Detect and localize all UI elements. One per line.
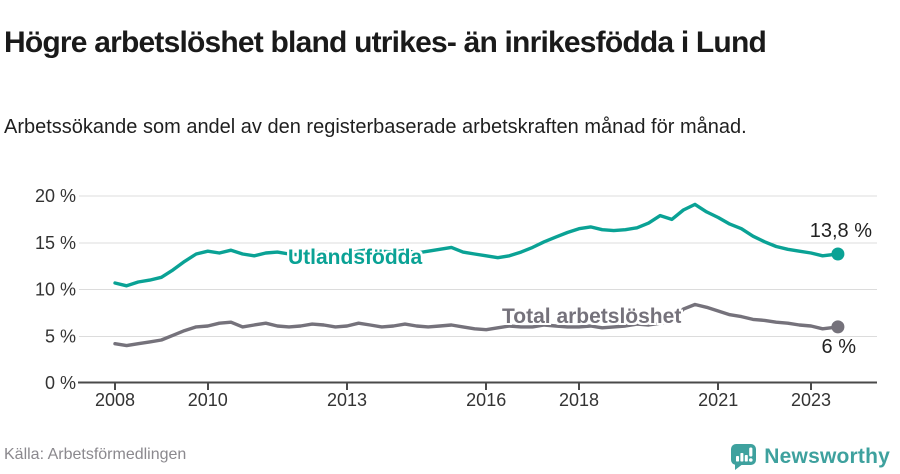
y-tick-label: 15 % xyxy=(35,233,76,253)
source-note: Källa: Arbetsförmedlingen xyxy=(4,446,187,463)
x-tick-label: 2008 xyxy=(95,390,135,410)
x-tick-label: 2018 xyxy=(559,390,599,410)
series-line-total xyxy=(113,302,840,348)
x-tick-label: 2013 xyxy=(327,390,367,410)
end-value-utlandsfodda: 13,8 % xyxy=(809,220,872,242)
series-label-total: Total arbetslöshet xyxy=(502,305,682,328)
series-end-dot-utlandsfodda xyxy=(831,247,845,261)
series-line-utlandsfodda xyxy=(113,202,840,288)
x-tick-label: 2023 xyxy=(791,390,831,410)
x-tick-label: 2016 xyxy=(466,390,506,410)
y-tick-label: 20 % xyxy=(35,186,76,206)
x-tick-label: 2021 xyxy=(698,390,738,410)
y-tick-label: 10 % xyxy=(35,280,76,300)
series-end-dot-total xyxy=(831,320,845,334)
end-value-total: 6 % xyxy=(821,336,856,358)
y-tick-label: 5 % xyxy=(45,326,76,346)
y-tick-label: 0 % xyxy=(45,373,76,393)
x-tick-label: 2010 xyxy=(188,390,228,410)
newsworthy-logo: Newsworthy xyxy=(730,443,890,471)
newsworthy-chart-bubble-icon xyxy=(731,444,757,470)
brand-name: Newsworthy xyxy=(764,445,890,468)
page-title: Högre arbetslöshet bland utrikes- än inr… xyxy=(4,26,767,60)
chart-subtitle: Arbetssökande som andel av den registerb… xyxy=(4,116,747,138)
series-label-utlandsfodda: Utlandsfödda xyxy=(288,246,423,269)
